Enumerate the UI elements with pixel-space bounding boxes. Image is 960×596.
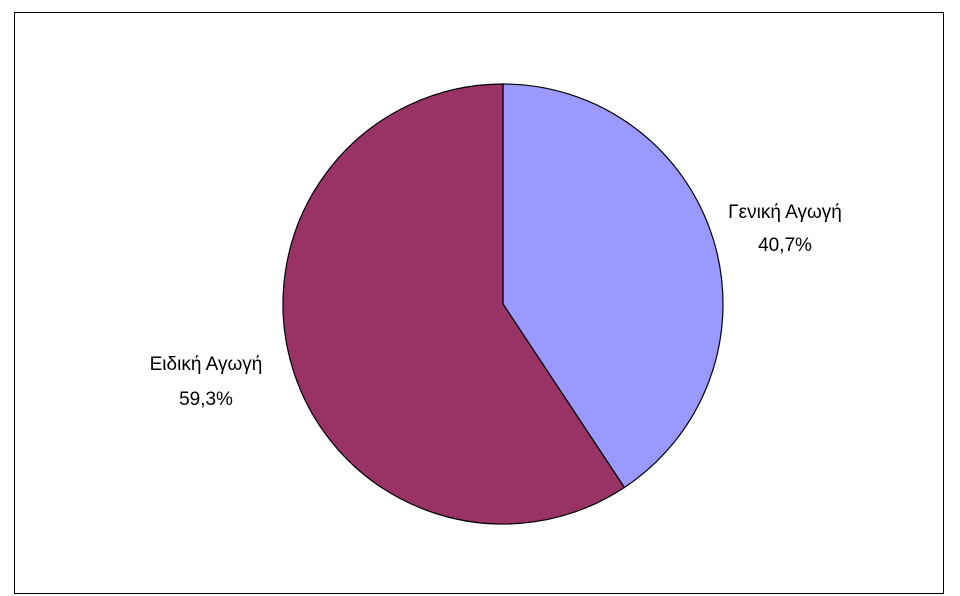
pie-slice-special bbox=[282, 83, 626, 525]
slice-label-special-value: 59,3% bbox=[179, 389, 233, 410]
slice-label-general-name: Γενική Αγωγή bbox=[728, 202, 842, 223]
slice-label-special-name: Ειδική Αγωγή bbox=[150, 354, 263, 375]
slice-label-general-value: 40,7% bbox=[758, 235, 812, 256]
